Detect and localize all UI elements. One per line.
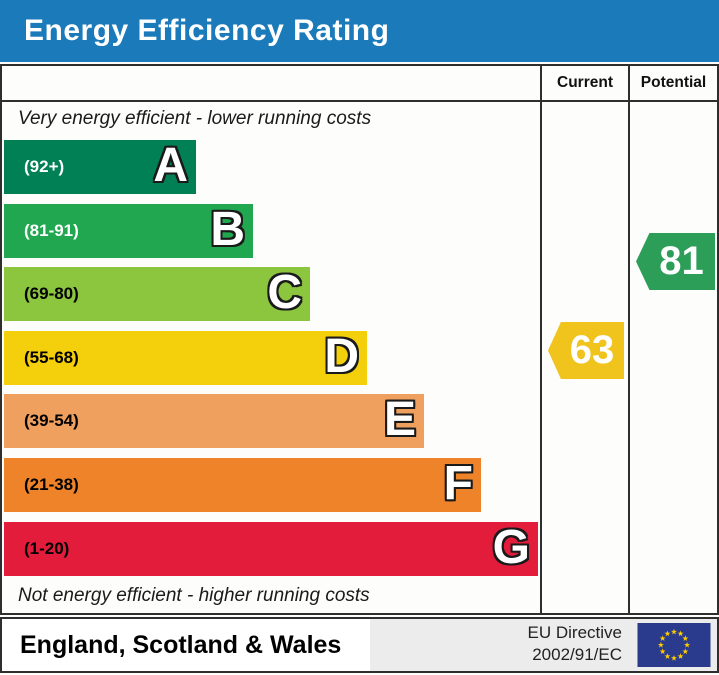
potential-column-header: Potential — [640, 74, 707, 91]
band-letter: C — [267, 266, 302, 319]
band-range-label: (1-20) — [24, 539, 70, 558]
band-row-a: (92+) A — [4, 140, 196, 194]
bottom-note: Not energy efficient - higher running co… — [18, 585, 370, 606]
band-letter: E — [383, 393, 416, 446]
potential-rating-marker: 81 — [636, 233, 715, 290]
rating-table: Current Potential Very energy efficient … — [0, 64, 719, 615]
band-range-label: (69-80) — [24, 284, 79, 303]
title-bar: Energy Efficiency Rating — [0, 0, 719, 62]
band-range-label: (55-68) — [24, 348, 79, 367]
eu-directive-line2: 2002/91/EC — [532, 645, 622, 664]
band-row-b: (81-91) B — [4, 204, 253, 258]
band-range-label: (92+) — [24, 157, 65, 176]
band-letter: D — [324, 330, 359, 383]
band-letter: G — [492, 521, 530, 574]
eu-flag-icon — [637, 623, 711, 667]
band-row-f: (21-38) F — [4, 458, 481, 512]
current-column-divider — [540, 66, 542, 613]
band-row-c: (69-80) C — [4, 267, 310, 321]
band-range-label: (39-54) — [24, 411, 79, 430]
band-letter: A — [153, 139, 188, 192]
band-range-label: (21-38) — [24, 475, 79, 494]
band-row-e: (39-54) E — [4, 394, 424, 448]
header-row-rule — [2, 100, 717, 102]
eu-directive-label: EU Directive 2002/91/EC — [528, 622, 622, 666]
potential-column-divider — [628, 66, 630, 613]
band-range-label: (81-91) — [24, 221, 79, 240]
eu-directive-line1: EU Directive — [527, 623, 622, 642]
eu-panel: EU Directive 2002/91/EC — [370, 619, 717, 671]
footer: England, Scotland & Wales EU Directive 2… — [0, 617, 719, 673]
band-letter: F — [443, 457, 473, 510]
band-row-g: (1-20) G — [4, 522, 538, 576]
current-column-header: Current — [557, 74, 613, 91]
band-row-d: (55-68) D — [4, 331, 367, 385]
region-label: England, Scotland & Wales — [20, 631, 342, 659]
band-letter: B — [210, 203, 245, 256]
page-title: Energy Efficiency Rating — [24, 14, 390, 47]
top-note: Very energy efficient - lower running co… — [18, 108, 372, 129]
bands: (92+) A (81-91) B (69-80) C (55-68) D (3… — [4, 140, 540, 576]
current-rating-marker: 63 — [548, 322, 624, 379]
